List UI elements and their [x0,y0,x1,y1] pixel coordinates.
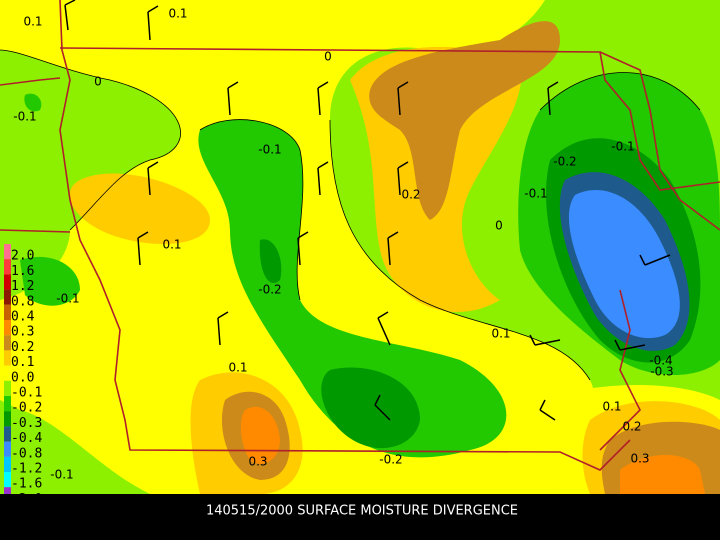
map-title: 140515/2000 SURFACE MOISTURE DIVERGENCE [206,504,518,519]
contour-label: 0 [94,75,102,89]
contour-label: -0.1 [56,292,79,306]
legend-label: 1.2 [11,279,34,294]
legend-label: 0.1 [11,355,34,370]
legend-label: -0.2 [11,401,42,416]
legend-swatch [4,380,11,396]
legend-label: -0.8 [11,446,42,461]
contour-label: -0.2 [553,155,576,169]
contour-label: 0.2 [401,188,420,202]
contour-label: -0.1 [524,187,547,201]
contour-label: -0.2 [379,453,402,467]
legend-swatch [4,289,11,305]
legend-label: 0.4 [11,309,35,324]
legend-label: -0.1 [11,385,42,400]
legend-swatch [4,441,11,457]
contour-label: -0.1 [258,143,281,157]
legend-swatch [4,350,11,366]
contour-label: 0.1 [23,15,42,29]
contour-label: -0.3 [650,365,673,379]
legend-label: 1.6 [11,264,34,279]
legend-label: -0.4 [11,431,42,446]
contour-label: -0.2 [258,283,281,297]
contour-label: 0.1 [228,361,247,375]
legend-swatch [4,472,11,488]
contour-label: 0.3 [630,452,649,466]
legend-swatch [4,456,11,472]
wind-barbs [64,0,671,421]
legend-swatch [4,411,11,427]
contour-label: -0.4 [649,354,672,368]
state-borders [0,0,720,471]
map-fields [0,0,720,494]
legend-label: 0.0 [11,370,34,385]
contour-label: 0.3 [248,455,267,469]
legend-label: 0.3 [11,325,34,340]
contour-label: -0.1 [13,110,36,124]
legend-swatch [4,426,11,442]
legend-swatch [4,259,11,275]
legend-swatch [4,244,11,260]
contour-label: 0.1 [602,400,621,414]
contour-label: -0.1 [50,468,73,482]
contour-label: 0 [324,50,332,64]
contour-label: 0 [495,219,503,233]
title-band [0,494,720,540]
legend-swatch [4,335,11,351]
legend-label: -1.6 [11,477,42,492]
legend-swatch [4,304,11,320]
legend-swatch [4,320,11,336]
legend: 2.01.61.20.80.40.30.20.10.0-0.1-0.2-0.3-… [4,244,42,507]
legend-label: 2.0 [11,249,34,264]
contour-label: 0.1 [491,327,510,341]
legend-label: 0.2 [11,340,34,355]
legend-label: 0.8 [11,294,34,309]
contour-label: 0.2 [622,420,641,434]
contour-label: 0.1 [168,7,187,21]
contour-label: -0.1 [611,140,634,154]
contour-labels: 0.1 0.1 0 0 -0.1 -0.1 0.2 -0.2 -0.1 -0.1… [13,7,673,482]
legend-label: -1.2 [11,461,42,476]
legend-label: -0.3 [11,416,42,431]
legend-swatch [4,365,11,381]
legend-swatch [4,396,11,412]
contour-label: 0.1 [162,238,181,252]
legend-swatch [4,274,11,290]
